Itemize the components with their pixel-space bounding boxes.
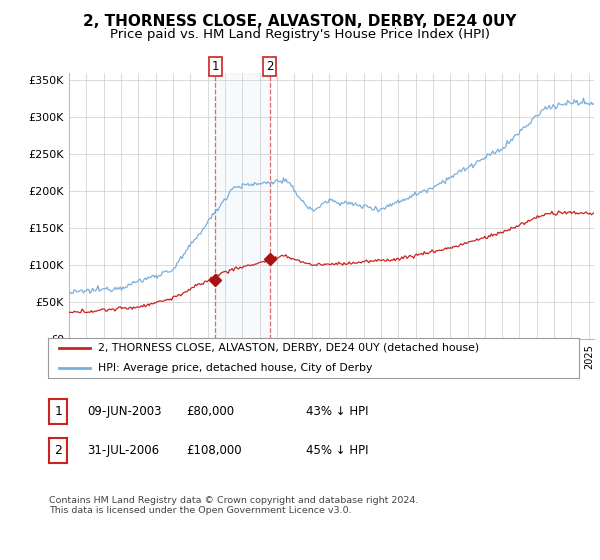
Text: 2, THORNESS CLOSE, ALVASTON, DERBY, DE24 0UY (detached house): 2, THORNESS CLOSE, ALVASTON, DERBY, DE24… — [98, 343, 479, 353]
Text: 2, THORNESS CLOSE, ALVASTON, DERBY, DE24 0UY: 2, THORNESS CLOSE, ALVASTON, DERBY, DE24… — [83, 14, 517, 29]
Text: 09-JUN-2003: 09-JUN-2003 — [87, 405, 161, 418]
Text: HPI: Average price, detached house, City of Derby: HPI: Average price, detached house, City… — [98, 363, 373, 373]
Text: Contains HM Land Registry data © Crown copyright and database right 2024.
This d: Contains HM Land Registry data © Crown c… — [49, 496, 419, 515]
Text: 1: 1 — [54, 405, 62, 418]
Text: 2: 2 — [54, 444, 62, 458]
Text: 2: 2 — [266, 60, 274, 73]
Bar — [215, 73, 269, 339]
Text: 1: 1 — [211, 60, 219, 73]
Text: £108,000: £108,000 — [186, 444, 242, 458]
Text: £80,000: £80,000 — [186, 405, 234, 418]
Text: 43% ↓ HPI: 43% ↓ HPI — [306, 405, 368, 418]
Text: 45% ↓ HPI: 45% ↓ HPI — [306, 444, 368, 458]
Text: Price paid vs. HM Land Registry's House Price Index (HPI): Price paid vs. HM Land Registry's House … — [110, 28, 490, 41]
Text: 31-JUL-2006: 31-JUL-2006 — [87, 444, 159, 458]
